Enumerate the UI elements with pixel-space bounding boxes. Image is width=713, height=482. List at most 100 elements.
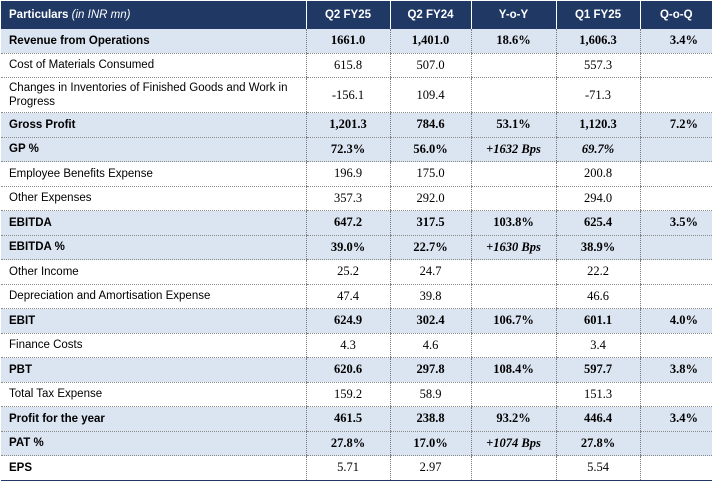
cell-q2fy24: 1,401.0	[389, 29, 471, 54]
table-row-total-tax: Total Tax Expense 159.2 58.9 151.3	[1, 382, 712, 407]
row-label: EBIT	[1, 308, 306, 334]
table-row-gp-percent: GP % 72.3% 56.0% +1632 Bps 69.7%	[1, 137, 712, 162]
table-row-finance-costs: Finance Costs 4.3 4.6 3.4	[1, 333, 712, 358]
cell-q2fy24: 238.8	[389, 406, 471, 432]
header-qoq: Q-o-Q	[639, 1, 712, 29]
table-row-ebit: EBIT 624.9 302.4 106.7% 601.1 4.0%	[1, 308, 712, 334]
row-label: Total Tax Expense	[1, 382, 306, 407]
cell-qoq	[639, 186, 712, 211]
cell-qoq	[639, 161, 712, 187]
row-label: Revenue from Operations	[1, 29, 306, 54]
cell-yoy: 53.1%	[470, 112, 556, 138]
row-label: EPS	[1, 455, 306, 481]
header-yoy: Y-o-Y	[470, 1, 556, 29]
cell-yoy	[470, 186, 556, 211]
cell-q2fy25: 620.6	[305, 357, 390, 383]
header-q2fy24: Q2 FY24	[389, 1, 471, 29]
cell-q2fy25: 357.3	[305, 186, 390, 211]
row-label: Gross Profit	[1, 112, 306, 138]
table-row-other-expenses: Other Expenses 357.3 292.0 294.0	[1, 186, 712, 211]
cell-qoq	[639, 284, 712, 309]
table-row-pat-percent: PAT % 27.8% 17.0% +1074 Bps 27.8%	[1, 431, 712, 456]
cell-q2fy25: 647.2	[305, 210, 390, 236]
cell-q2fy24: 292.0	[389, 186, 471, 211]
cell-yoy: +1630 Bps	[470, 235, 556, 260]
cell-q2fy24: 24.7	[389, 259, 471, 285]
cell-qoq: 3.8%	[639, 357, 712, 383]
cell-qoq	[639, 259, 712, 285]
cell-q1fy25: 46.6	[555, 284, 640, 309]
row-label: Employee Benefits Expense	[1, 161, 306, 187]
cell-q1fy25: 69.7%	[555, 137, 640, 162]
cell-qoq	[639, 235, 712, 260]
cell-q2fy24: 58.9	[389, 382, 471, 407]
header-particulars-label: Particulars	[9, 9, 69, 21]
cell-yoy: 108.4%	[470, 357, 556, 383]
cell-q1fy25: 151.3	[555, 382, 640, 407]
table-row-ebitda-percent: EBITDA % 39.0% 22.7% +1630 Bps 38.9%	[1, 235, 712, 260]
row-label: PAT %	[1, 431, 306, 456]
cell-q1fy25: 38.9%	[555, 235, 640, 260]
cell-q2fy24: 56.0%	[389, 137, 471, 162]
cell-q2fy25: 159.2	[305, 382, 390, 407]
cell-yoy: 18.6%	[470, 29, 556, 54]
cell-q2fy24: 17.0%	[389, 431, 471, 456]
table-row-cost-of-materials: Cost of Materials Consumed 615.8 507.0 5…	[1, 53, 712, 78]
cell-q1fy25: 294.0	[555, 186, 640, 211]
header-particulars: Particulars (in INR mn)	[1, 1, 306, 29]
cell-q1fy25: 22.2	[555, 259, 640, 285]
cell-qoq: 4.0%	[639, 308, 712, 334]
cell-q2fy25: 624.9	[305, 308, 390, 334]
header-q2fy25: Q2 FY25	[305, 1, 390, 29]
row-label: Changes in Inventories of Finished Goods…	[1, 77, 306, 113]
cell-q2fy25: 5.71	[305, 455, 390, 481]
cell-q2fy24: 22.7%	[389, 235, 471, 260]
row-label: Other Expenses	[1, 186, 306, 211]
cell-yoy: +1074 Bps	[470, 431, 556, 456]
table-row-other-income: Other Income 25.2 24.7 22.2	[1, 259, 712, 285]
cell-yoy: 106.7%	[470, 308, 556, 334]
cell-q1fy25: 27.8%	[555, 431, 640, 456]
cell-q1fy25: 5.54	[555, 455, 640, 481]
cell-q2fy24: 2.97	[389, 455, 471, 481]
cell-yoy	[470, 382, 556, 407]
table-row-employee-benefits: Employee Benefits Expense 196.9 175.0 20…	[1, 161, 712, 187]
cell-q2fy25: 196.9	[305, 161, 390, 187]
cell-qoq	[639, 431, 712, 456]
cell-q2fy25: 39.0%	[305, 235, 390, 260]
cell-qoq	[639, 333, 712, 358]
header-row: Particulars (in INR mn) Q2 FY25 Q2 FY24 …	[1, 1, 712, 29]
table-row-profit-for-year: Profit for the year 461.5 238.8 93.2% 44…	[1, 406, 712, 432]
cell-qoq: 3.5%	[639, 210, 712, 236]
table-row-changes-in-inventories: Changes in Inventories of Finished Goods…	[1, 77, 712, 113]
row-label: Profit for the year	[1, 406, 306, 432]
cell-q2fy25: -156.1	[305, 77, 390, 113]
cell-q2fy25: 461.5	[305, 406, 390, 432]
row-label: EBITDA	[1, 210, 306, 236]
cell-yoy	[470, 284, 556, 309]
cell-q1fy25: 1,606.3	[555, 29, 640, 54]
cell-q1fy25: 200.8	[555, 161, 640, 187]
row-label: EBITDA %	[1, 235, 306, 260]
cell-q2fy24: 39.8	[389, 284, 471, 309]
cell-qoq	[639, 455, 712, 481]
cell-q1fy25: 446.4	[555, 406, 640, 432]
header-unit: (in INR mn)	[71, 9, 131, 21]
cell-qoq: 3.4%	[639, 29, 712, 54]
cell-q2fy25: 615.8	[305, 53, 390, 78]
cell-q2fy25: 27.8%	[305, 431, 390, 456]
cell-yoy	[470, 77, 556, 113]
cell-q1fy25: 601.1	[555, 308, 640, 334]
cell-yoy: 93.2%	[470, 406, 556, 432]
cell-q2fy25: 1,201.3	[305, 112, 390, 138]
cell-yoy	[470, 455, 556, 481]
cell-q2fy24: 507.0	[389, 53, 471, 78]
table-row-pbt: PBT 620.6 297.8 108.4% 597.7 3.8%	[1, 357, 712, 383]
row-label: GP %	[1, 137, 306, 162]
table-row-depreciation: Depreciation and Amortisation Expense 47…	[1, 284, 712, 309]
cell-q2fy24: 297.8	[389, 357, 471, 383]
cell-q1fy25: 557.3	[555, 53, 640, 78]
cell-yoy	[470, 53, 556, 78]
cell-q2fy24: 109.4	[389, 77, 471, 113]
